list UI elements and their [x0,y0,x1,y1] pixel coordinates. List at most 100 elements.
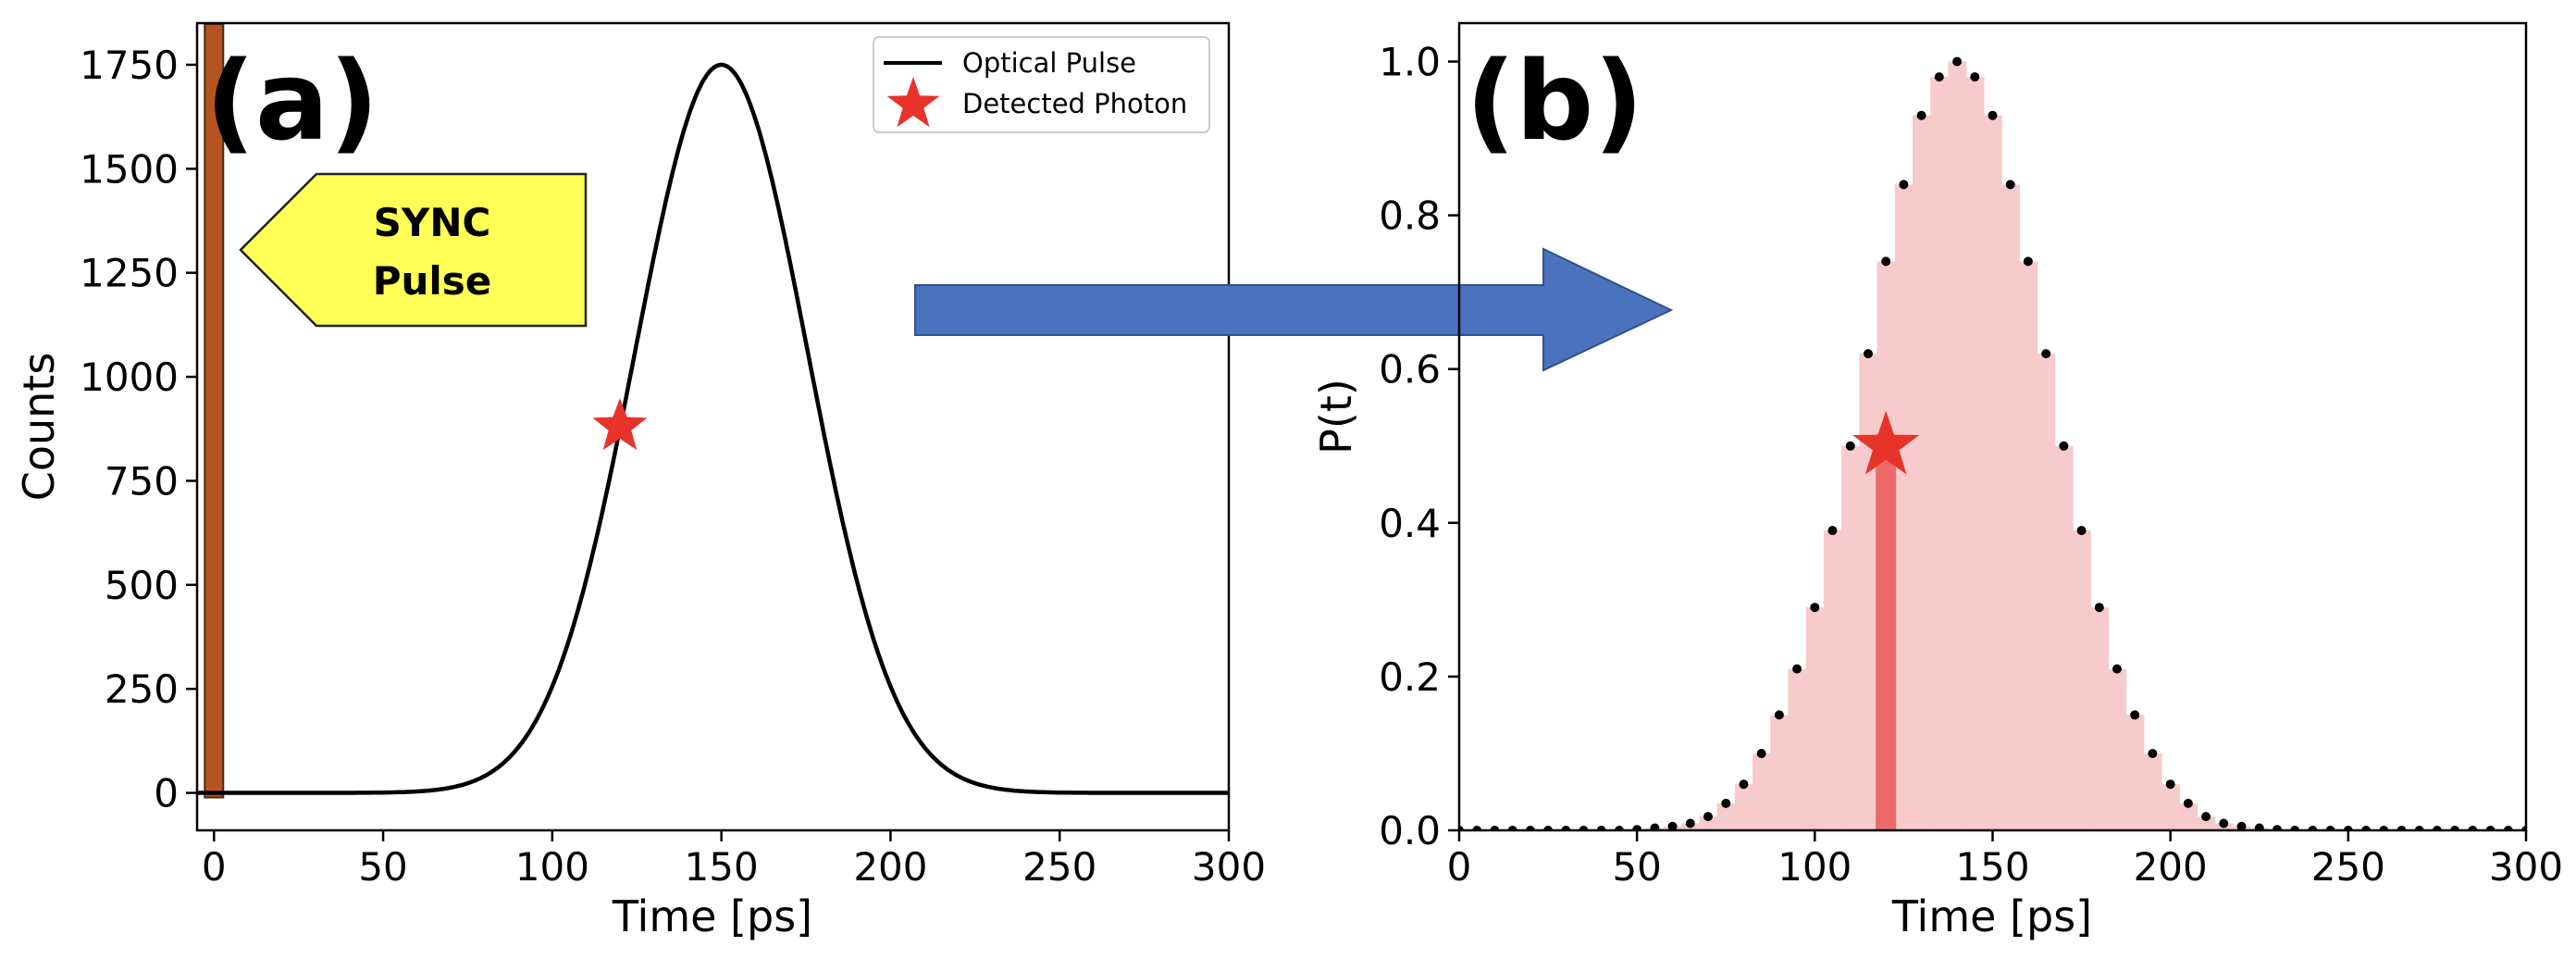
detected-photon-star [1852,410,1920,475]
x-tick-label: 100 [515,844,589,890]
probability-point [2059,441,2069,451]
probability-point [2183,798,2193,808]
panel-a: 0 50 100 150 200 250 300 0 250 500 750 1000 1250 150… [14,21,1266,941]
histogram-bar [1770,715,1790,830]
probability-point [1827,526,1838,536]
probability-point [1864,349,1873,359]
x-tick-label: 300 [1192,844,1266,890]
histogram-bar [2037,354,2056,830]
probability-point [1934,72,1944,82]
histogram-bar [1859,354,1878,830]
panel-b-y-ticks: 0.0 0.2 0.4 0.6 0.8 1.0 [1379,40,1459,853]
probability-point [1667,821,1678,830]
x-tick-label: 200 [853,844,927,890]
probability-point [1721,798,1731,808]
y-tick-label: 1250 [80,251,179,296]
probability-point [2273,825,2282,830]
y-tick-label: 0 [154,771,179,816]
probability-point [2041,349,2051,359]
probability-point [2023,256,2033,267]
legend-box [873,36,1210,133]
probability-point [1792,664,1802,674]
x-tick-label: 50 [358,844,407,890]
histogram-bar [2108,668,2127,830]
sync-label-line-2: Pulse [373,258,492,304]
x-tick-label: 100 [1777,844,1852,890]
sync-callout-shape [239,172,588,328]
histogram-bar [2090,607,2109,830]
panel-a-y-axis-title: Counts [14,353,64,502]
panel-b: 0 50 100 150 200 250 300 0.0 0.2 0.4 0.6 0.8 1.0 (b… [1311,21,2563,941]
panel-b-plot-area [1459,56,2526,830]
histogram-bar [1913,115,1931,830]
probability-point [1810,603,1820,613]
histogram-bar [2161,784,2180,830]
panel-a-x-ticks: 0 50 100 150 200 250 300 [202,830,1266,890]
panel-b-label: (b) [1466,37,1643,165]
panel-a-y-ticks: 0 250 500 750 1000 1250 1500 1750 [80,43,197,816]
y-tick-label: 0.8 [1379,193,1441,239]
x-tick-label: 0 [202,844,227,890]
x-tick-label: 300 [2489,844,2563,890]
probability-point [1685,818,1695,828]
probability-point [1845,441,1855,451]
probability-point [2236,821,2247,830]
histogram-bar [1965,77,1985,830]
histogram-bar [2054,445,2074,830]
histogram-bar [1699,816,1718,830]
sync-label-line-1: SYNC [374,200,491,245]
sync-pulse-callout: SYNC Pulse [239,172,588,328]
detected-bin-bar [1876,445,1897,830]
probability-point [2201,812,2211,822]
probability-point [2005,180,2015,190]
probability-point [1952,56,1963,67]
probability-point [2219,818,2229,828]
histogram-bar [2001,184,2020,830]
histogram-bar [1823,530,1842,830]
probability-point [1970,72,1980,82]
x-tick-label: 250 [2311,844,2385,890]
histogram-bar [2073,530,2091,830]
x-tick-label: 50 [1612,844,1661,890]
panel-a-x-axis-title: Time [ps] [612,891,812,941]
x-tick-label: 150 [685,844,759,890]
panel-b-frame [1457,21,2528,832]
probability-point [2112,664,2122,674]
histogram-bar [1930,77,1949,830]
y-tick-label: 1750 [80,43,179,88]
probability-point [1756,749,1766,758]
histogram-bar [1734,784,1753,830]
probability-point [2130,710,2140,720]
optical-pulse-line [197,62,1229,795]
probability-point [1703,812,1713,822]
histogram-bar [1948,61,1967,830]
probability-point [1650,823,1660,830]
probability-point [2165,779,2175,790]
y-tick-label: 0.6 [1379,347,1441,392]
x-tick-label: 150 [1955,844,2029,890]
legend-entry-detected-photon: Detected Photon [962,88,1187,119]
y-tick-label: 250 [105,666,179,712]
y-tick-label: 0.2 [1379,654,1441,700]
histogram-bar [1752,754,1771,830]
y-tick-label: 500 [105,563,179,608]
x-tick-label: 200 [2134,844,2208,890]
histogram-bar [1983,115,2002,830]
probability-point [2254,823,2264,830]
legend-star-swatch [886,77,940,128]
probability-point [1916,110,1926,120]
probability-point [2094,603,2104,613]
x-tick-label: 0 [1447,844,1472,890]
histogram-bar [2125,715,2145,830]
histogram-bar [1805,607,1825,830]
panel-a-plot-area [197,23,1229,799]
y-tick-label: 750 [105,458,179,504]
panel-b-y-axis-title: P(t) [1311,379,1361,455]
histogram-bar [1716,803,1736,830]
histogram-bar [1788,668,1807,830]
histogram-bar [2197,816,2216,830]
probability-point [2076,526,2087,536]
probability-point [1988,110,1998,120]
legend-entry-optical-pulse: Optical Pulse [962,47,1136,79]
probability-point [1739,779,1749,790]
